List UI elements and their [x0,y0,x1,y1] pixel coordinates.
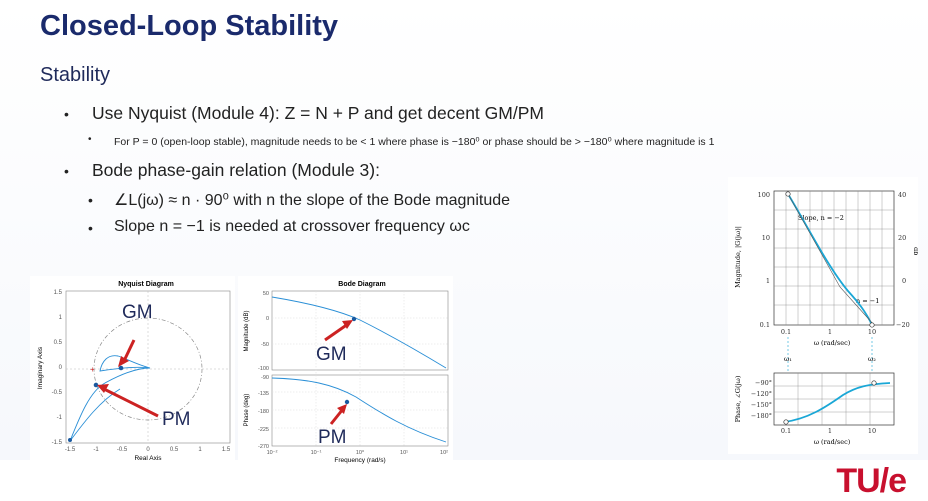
bode-phase-curve [271,377,447,443]
tb-xtick: 10 [868,328,876,336]
nyquist-ytick: -1 [57,415,63,421]
tb-right-tick: 20 [898,234,906,242]
tb-right-tick: 0 [902,277,906,285]
tb-right-tick: −20 [896,321,910,329]
nyquist-xtick: -1 [93,447,99,453]
bode-plot: Bode Diagram 50 0 -50 -100 -90 -135 -180… [238,276,453,464]
bullet-magnitude-condition: For P = 0 (open-loop stable), magnitude … [114,136,715,148]
tb-phase-curve [783,382,891,423]
tb-left-tick: 1 [766,277,770,285]
tb-db-label: db [912,247,918,255]
nyquist-title: Nyquist Diagram [118,281,174,288]
tb-slope1-label: n = −1 [856,297,879,305]
bullet-dot: • [88,134,92,145]
nyquist-ytick: -1.5 [52,440,63,446]
bode-phase-tick: -180 [258,409,269,415]
bode-mag-tick: 50 [263,291,269,297]
tb-slope2-label: Slope, n = −2 [798,214,844,222]
tb-phase-tick: −90° [755,379,772,387]
bode-freq-tick: 10¹ [400,450,408,456]
nyquist-ytick: 0 [59,365,63,371]
tue-logo: TU/e [836,462,907,500]
nyquist-xtick: 1.5 [222,447,231,453]
slide-title: Closed-Loop Stability [40,10,339,42]
bode-mag-tick: -100 [258,366,269,372]
gm-point [118,365,124,371]
bode-title: Bode Diagram [338,281,385,288]
nyquist-ytick: 0.5 [54,340,63,346]
bode-freq-tick: 10⁻¹ [311,450,322,456]
bode-mag-label: Magnitude (dB) [244,310,250,351]
bode-phase-tick: -90 [261,375,269,381]
bode-phase-tick: -135 [258,391,269,397]
pm-point [93,382,99,388]
nyquist-curve [69,355,151,442]
nyquist-xtick: -0.5 [117,447,128,453]
nyquist-ytick: 1.5 [54,290,63,296]
tb-xtick: 1 [828,328,832,336]
tb-left-tick: 100 [758,191,770,199]
nyquist-ytick: -0.5 [52,390,63,396]
bode-mag-tick: 0 [266,316,269,322]
bullet-dot: • [88,220,93,236]
nyquist-xtick: 1 [198,447,202,453]
nyquist-plot: Nyquist Diagram 1.5 1 0.5 0 -0.5 -1 -1.5… [30,276,235,464]
tb-xtick2: 0.1 [781,427,791,435]
nyquist-xtick: 0 [146,447,150,453]
tb-phase-ylabel: Phase, ∠G(jω) [734,375,742,422]
tb-xlabel: ω (rad/sec) [814,339,851,347]
bode-gm-label: GM [316,344,347,365]
tb-phase-tick: −120° [751,390,772,398]
bullet-bode-relation: Bode phase-gain relation (Module 3): [92,160,380,180]
critical-point-icon: + [90,365,95,374]
bode-magnitude-curve [271,296,447,369]
nyquist-gm-label: GM [122,302,153,323]
tb-xtick2: 10 [868,427,876,435]
tb-magnitude-curve [787,193,873,326]
nyquist-xtick: -1.5 [65,447,76,453]
bullet-phase-approx: ∠L(jω) ≈ n · 90⁰ with n the slope of the… [114,192,511,209]
slide-subtitle: Stability [40,64,111,86]
tb-left-tick: 10 [762,234,770,242]
textbook-bode-figure: 100 10 1 0.1 40 20 0 −20 db Magnitude, |… [728,177,920,454]
bode-pm-label: PM [318,427,347,448]
nyquist-xlabel: Real Axis [134,455,162,462]
bode-xlabel: Frequency (rad/s) [334,457,385,464]
bullet-dot: • [64,106,69,122]
bode-freq-tick: 10² [440,450,448,456]
tb-left-tick: 0.1 [760,321,770,329]
tb-xtick2: 1 [828,427,832,435]
bode-phase-tick: -225 [258,427,269,433]
nyquist-ytick: 1 [59,315,63,321]
bullet-nyquist: Use Nyquist (Module 4): Z = N + P and ge… [92,103,544,123]
bode-phase-label: Phase (deg) [244,394,250,427]
bode-gm-arrow [324,322,349,342]
tb-xlabel2: ω (rad/sec) [814,438,851,446]
nyquist-pm-label: PM [162,409,191,430]
tb-xtick: 0.1 [781,328,791,336]
nyquist-ylabel: Imaginary Axis [37,346,44,389]
tb-omega2: ω₂ [868,355,876,363]
bullet-dot: • [64,163,69,179]
nyquist-xtick: 0.5 [170,447,179,453]
pm-arrow [103,387,159,418]
bode-mag-tick: -50 [261,342,269,348]
bode-freq-tick: 10⁰ [356,449,365,456]
bode-pm-arrow [329,408,345,425]
bullet-slope-requirement: Slope n = −1 is needed at crossover freq… [114,218,470,235]
tb-omega1: ω₁ [784,355,792,363]
tb-mag-ylabel: Magnitude, |G(jω)| [734,226,742,288]
bode-freq-tick: 10⁻² [267,450,278,456]
bode-phase-tick: -270 [258,444,269,450]
tb-right-tick: 40 [898,191,906,199]
tb-phase-tick: −150° [751,401,772,409]
bullet-dot: • [88,192,93,208]
tb-phase-tick: −180° [751,412,772,420]
